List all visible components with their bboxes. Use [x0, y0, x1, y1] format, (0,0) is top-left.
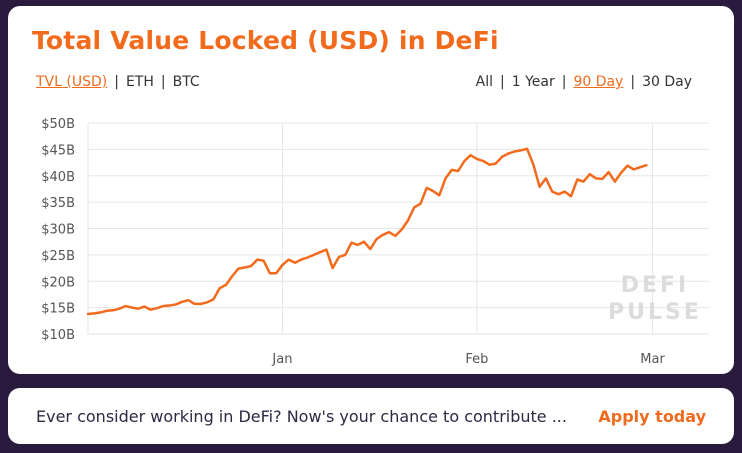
option-all[interactable]: All: [475, 74, 493, 90]
x-tick-label: Jan: [271, 352, 292, 367]
separator: |: [630, 74, 636, 90]
job-banner: Ever consider working in DeFi? Now's you…: [8, 388, 734, 444]
separator: |: [114, 74, 119, 90]
separator: |: [561, 74, 567, 90]
y-tick-label: $35B: [41, 196, 75, 211]
x-tick-label: Feb: [465, 352, 488, 367]
range-toggle: All | 1 Year | 90 Day | 30 Day: [476, 74, 692, 90]
y-tick-label: $25B: [41, 249, 75, 264]
defi-pulse-watermark: PULSE: [608, 300, 702, 325]
y-tick-label: $20B: [41, 275, 75, 290]
banner-text: Ever consider working in DeFi? Now's you…: [36, 406, 567, 426]
y-tick-label: $10B: [41, 328, 75, 343]
option-30-day[interactable]: 30 Day: [642, 74, 692, 90]
tvl-chart-card: Total Value Locked (USD) in DeFi TVL (US…: [8, 6, 734, 374]
y-tick-label: $50B: [41, 117, 75, 132]
separator: |: [160, 74, 166, 90]
chart-title: Total Value Locked (USD) in DeFi: [32, 26, 499, 55]
option-btc[interactable]: BTC: [172, 74, 200, 90]
y-tick-label: $40B: [41, 170, 75, 185]
defi-pulse-watermark: DEFI: [621, 273, 690, 298]
tvl-line-chart: $50B $45B $40B $35B $30B $25B $20B $15B $10B Jan F…: [41, 117, 709, 367]
option-1-year[interactable]: 1 Year: [511, 74, 555, 90]
option-tvl-usd[interactable]: TVL (USD): [36, 74, 108, 90]
currency-toggle: TVL (USD) | ETH | BTC: [36, 74, 200, 90]
separator: |: [500, 74, 505, 90]
option-eth[interactable]: ETH: [125, 74, 154, 90]
apply-today-link[interactable]: Apply today: [598, 406, 706, 426]
y-tick-label: $15B: [41, 302, 75, 317]
tvl-series-line: [86, 147, 648, 316]
option-90-day[interactable]: 90 Day: [573, 74, 624, 90]
y-tick-label: $30B: [41, 223, 75, 238]
x-tick-label: Mar: [640, 352, 665, 367]
y-tick-label: $45B: [41, 143, 75, 158]
